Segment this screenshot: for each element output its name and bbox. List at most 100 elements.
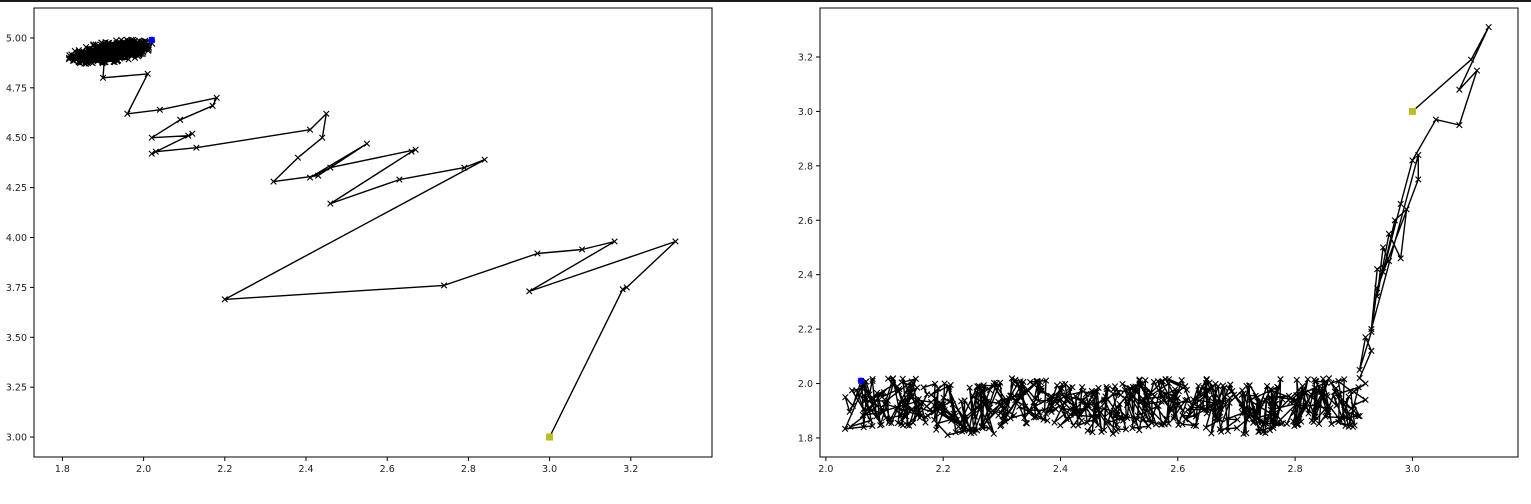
- x-marker: [944, 431, 951, 439]
- x-tick-label: 1.8: [55, 464, 70, 475]
- x-marker: [1204, 387, 1211, 395]
- markers: [65, 36, 679, 441]
- y-tick: 2.6: [798, 216, 820, 227]
- end-point: [857, 377, 865, 385]
- x-marker: [975, 406, 983, 413]
- x-marker: [913, 384, 921, 391]
- x-marker: [1345, 393, 1352, 400]
- x-marker: [270, 178, 277, 185]
- x-marker: [1341, 408, 1348, 415]
- x-marker: [1227, 381, 1234, 388]
- x-marker: [126, 40, 134, 47]
- x-marker: [894, 404, 901, 411]
- x-marker: [127, 50, 135, 58]
- x-marker: [1211, 412, 1219, 419]
- x-marker: [1257, 399, 1264, 407]
- x-tick-label: 2.6: [1170, 464, 1185, 475]
- x-marker: [1330, 393, 1338, 400]
- x-marker: [1068, 396, 1075, 404]
- x-marker: [975, 382, 982, 390]
- x-marker: [926, 406, 934, 413]
- x-marker: [958, 398, 965, 405]
- x-marker: [1324, 410, 1332, 417]
- y-tick-label: 3.50: [6, 333, 27, 344]
- x-marker: [1136, 426, 1143, 434]
- x-marker: [1182, 383, 1189, 390]
- x-marker: [990, 379, 998, 387]
- y-tick-label: 2.6: [798, 216, 813, 227]
- x-marker: [1190, 422, 1197, 429]
- x-marker: [1362, 334, 1369, 341]
- x-marker: [869, 422, 876, 430]
- x-marker: [905, 422, 913, 429]
- x-marker: [1033, 378, 1040, 385]
- x-marker: [1279, 396, 1286, 403]
- x-marker: [1202, 379, 1210, 387]
- x-marker: [1201, 406, 1208, 413]
- x-marker: [110, 43, 118, 50]
- x-marker: [1201, 393, 1208, 400]
- x-marker: [1311, 384, 1319, 391]
- x-tick-label: 2.0: [818, 464, 833, 475]
- x-marker: [135, 52, 143, 59]
- x-marker: [1198, 399, 1205, 407]
- x-marker: [1279, 419, 1287, 427]
- x-marker: [1121, 386, 1129, 394]
- x-marker: [1250, 415, 1257, 422]
- x-marker: [1078, 417, 1085, 424]
- x-marker: [125, 40, 133, 47]
- x-marker: [920, 384, 927, 391]
- y-tick-label: 3.2: [798, 52, 813, 63]
- x-marker: [1109, 390, 1117, 397]
- x-marker: [1305, 410, 1312, 417]
- x-tick: 2.6: [380, 457, 395, 475]
- x-marker: [135, 37, 143, 44]
- x-marker: [526, 288, 533, 295]
- x-marker: [1115, 389, 1122, 396]
- start-point: [1408, 107, 1416, 115]
- x-marker: [1080, 388, 1087, 395]
- x-tick-label: 3.0: [1405, 464, 1420, 475]
- x-marker: [860, 405, 867, 413]
- x-marker: [1195, 382, 1202, 390]
- x-marker: [1368, 325, 1375, 333]
- x-marker: [1332, 384, 1340, 392]
- x-marker: [1256, 418, 1264, 425]
- x-marker: [1239, 387, 1246, 394]
- x-marker: [323, 110, 330, 117]
- x-marker: [1263, 420, 1270, 427]
- x-marker: [1341, 376, 1348, 383]
- x-marker: [1356, 412, 1363, 420]
- x-marker: [842, 393, 849, 401]
- y-tick: 4.50: [6, 133, 34, 144]
- x-marker: [922, 419, 929, 426]
- x-marker: [1042, 377, 1050, 384]
- x-marker: [896, 385, 903, 393]
- x-marker: [1293, 376, 1300, 384]
- x-marker: [958, 428, 966, 435]
- x-marker: [930, 409, 938, 416]
- x-marker: [1103, 385, 1110, 393]
- x-marker: [945, 385, 952, 393]
- y-tick: 1.8: [798, 433, 820, 444]
- x-marker: [954, 406, 962, 414]
- x-marker: [1212, 399, 1219, 407]
- x-marker: [1151, 392, 1158, 400]
- x-marker: [1052, 406, 1060, 413]
- x-marker: [903, 413, 910, 420]
- x-marker: [873, 402, 881, 410]
- x-marker: [101, 42, 108, 49]
- x-marker: [1174, 394, 1181, 402]
- x-marker: [1017, 394, 1025, 401]
- x-marker: [1132, 388, 1139, 395]
- x-marker: [1277, 376, 1284, 383]
- x-marker: [895, 388, 902, 395]
- x-marker: [1102, 393, 1109, 400]
- x-marker: [846, 408, 853, 415]
- x-marker: [980, 398, 987, 405]
- x-marker: [1122, 395, 1129, 402]
- x-marker: [1014, 380, 1022, 388]
- x-marker: [1091, 404, 1098, 411]
- x-marker: [1183, 396, 1191, 404]
- x-marker: [922, 413, 929, 421]
